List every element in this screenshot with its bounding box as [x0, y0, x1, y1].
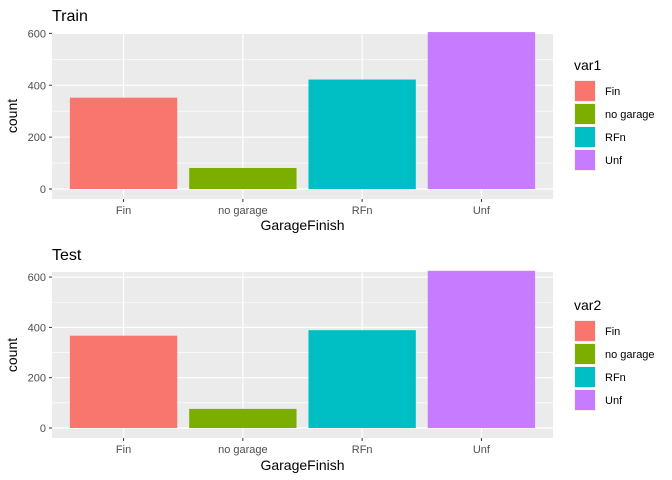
- legend-title: var1: [574, 57, 601, 73]
- bar-fin: [69, 97, 178, 189]
- legend-key-swatch: [575, 390, 595, 410]
- y-axis-title: count: [4, 338, 20, 372]
- y-tick-label: 0: [40, 423, 46, 435]
- x-tick-label: Unf: [473, 205, 491, 217]
- bar-no-garage: [189, 167, 297, 189]
- bar-rfn: [308, 79, 416, 189]
- y-tick-label: 400: [28, 80, 46, 92]
- legend-label: Unf: [605, 395, 623, 407]
- x-tick-label: RFn: [352, 205, 373, 217]
- legend-label: no garage: [605, 349, 655, 361]
- y-tick-label: 0: [40, 184, 46, 196]
- x-tick-label: no garage: [218, 205, 268, 217]
- legend-key-swatch: [575, 150, 595, 170]
- y-tick-label: 200: [28, 373, 46, 385]
- y-axis-title: count: [4, 99, 20, 133]
- legend-label: no garage: [605, 109, 655, 121]
- chart-title: Test: [52, 247, 82, 264]
- y-tick-label: 600: [28, 272, 46, 284]
- y-tick-label: 200: [28, 132, 46, 144]
- bar-unf: [427, 270, 536, 428]
- legend-key-swatch: [575, 81, 595, 101]
- bar-unf: [427, 32, 536, 189]
- legend-label: RFn: [605, 132, 626, 144]
- legend-label: RFn: [605, 372, 626, 384]
- x-tick-label: Unf: [473, 444, 491, 456]
- train-chart: 0 200 400 600 Fin no garage RFn Unf Train GarageF…: [4, 8, 655, 233]
- chart-title: Train: [52, 8, 88, 25]
- legend-key-swatch: [575, 104, 595, 124]
- legend-label: Fin: [605, 326, 620, 338]
- legend-title: var2: [574, 297, 601, 313]
- x-tick-label: RFn: [352, 444, 373, 456]
- test-chart: 0 200 400 600 Fin no garage RFn Unf Test GarageFi…: [4, 247, 655, 473]
- legend-key-swatch: [575, 367, 595, 387]
- legend-key-swatch: [575, 321, 595, 341]
- x-axis-title: GarageFinish: [260, 457, 344, 473]
- x-tick-label: no garage: [218, 444, 268, 456]
- legend-key-swatch: [575, 344, 595, 364]
- bar-no-garage: [189, 408, 297, 428]
- x-tick-label: Fin: [116, 205, 131, 217]
- x-tick-label: Fin: [116, 444, 131, 456]
- legend-label: Unf: [605, 155, 623, 167]
- y-tick-label: 400: [28, 322, 46, 334]
- x-axis-title: GarageFinish: [260, 217, 344, 233]
- bar-rfn: [308, 330, 416, 428]
- y-tick-label: 600: [28, 28, 46, 40]
- legend-key-swatch: [575, 127, 595, 147]
- bar-fin: [69, 335, 178, 428]
- legend-label: Fin: [605, 86, 620, 98]
